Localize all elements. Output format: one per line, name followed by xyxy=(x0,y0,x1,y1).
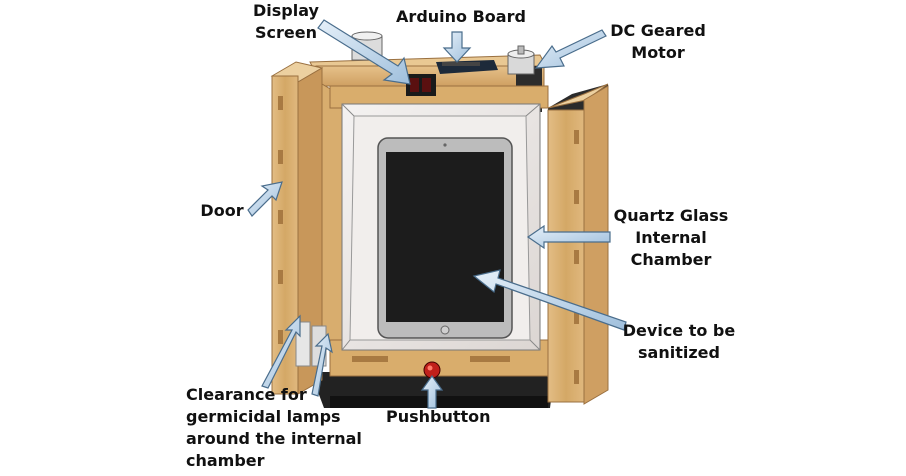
label-arduino-board: Arduino Board xyxy=(392,6,530,28)
label-device: Device to be sanitized xyxy=(614,320,744,364)
label-device-line2: sanitized xyxy=(638,343,720,362)
arrow-display-screen xyxy=(317,19,411,85)
label-clearance-line1: Clearance for xyxy=(186,385,307,404)
label-quartz-glass: Quartz Glass Internal Chamber xyxy=(606,205,736,271)
label-clearance: Clearance for germicidal lamps around th… xyxy=(186,384,386,472)
label-clearance-line4: chamber xyxy=(186,451,265,470)
label-display-screen-line2: Screen xyxy=(255,23,317,42)
label-quartz-line2: Internal xyxy=(635,228,707,247)
right-wall xyxy=(547,83,609,405)
inner-left-wall xyxy=(321,83,343,353)
arrow-device xyxy=(472,269,627,331)
label-clearance-line2: germicidal lamps xyxy=(186,407,341,426)
label-quartz-line3: Chamber xyxy=(630,250,712,269)
label-display-screen-line1: Display xyxy=(253,1,319,20)
arduino-board xyxy=(436,60,498,74)
pushbutton xyxy=(423,361,441,379)
label-dc-motor-line2: Motor xyxy=(631,43,685,62)
device-tablet xyxy=(377,137,513,339)
arrow-pushbutton xyxy=(420,374,444,409)
label-device-line1: Device to be xyxy=(622,321,736,340)
label-door-text: Door xyxy=(200,201,244,220)
door xyxy=(270,61,324,395)
label-pushbutton: Pushbutton xyxy=(386,406,491,428)
label-quartz-line1: Quartz Glass xyxy=(613,206,729,225)
arrow-clearance-1 xyxy=(261,314,301,389)
arrow-arduino-board xyxy=(442,31,472,63)
arrows xyxy=(247,19,627,409)
label-dc-motor-line1: DC Geared xyxy=(610,21,706,40)
label-display-screen: Display Screen xyxy=(238,0,334,44)
label-clearance-line3: around the internal xyxy=(186,429,362,448)
label-door: Door xyxy=(196,200,248,222)
arrow-door xyxy=(247,181,283,217)
arrow-dc-motor xyxy=(534,29,607,69)
label-dc-geared-motor: DC Geared Motor xyxy=(600,20,716,64)
label-arduino-board-text: Arduino Board xyxy=(396,7,526,26)
display-screen xyxy=(406,74,436,96)
label-pushbutton-text: Pushbutton xyxy=(386,407,491,426)
arrow-clearance-2 xyxy=(311,332,333,397)
arrow-quartz-glass xyxy=(526,224,611,250)
dc-geared-motor xyxy=(507,45,535,75)
